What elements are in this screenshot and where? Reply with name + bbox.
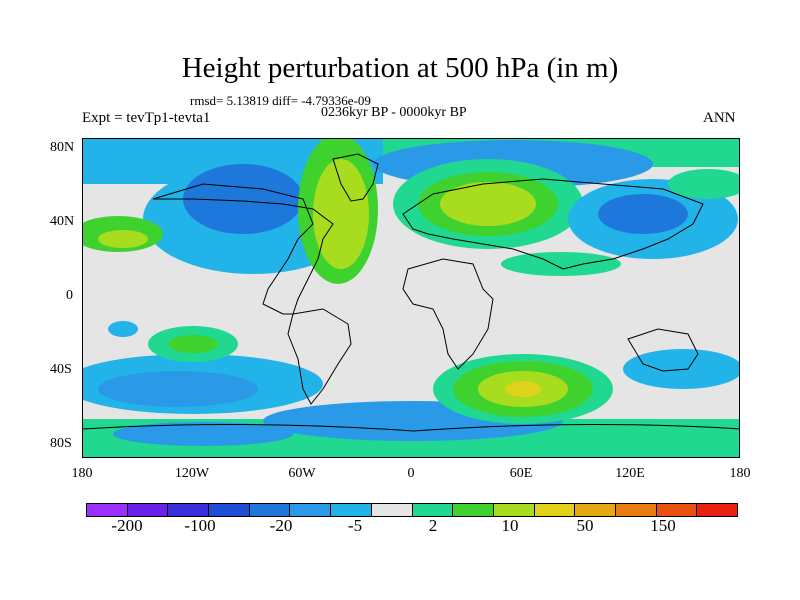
colorbar-swatch xyxy=(127,504,169,516)
lon-tick-label: 180 xyxy=(729,466,751,481)
chart-title: Height perturbation at 500 hPa (in m) xyxy=(181,52,619,84)
antarctica-outline xyxy=(83,423,739,432)
experiment-label: Expt = tevTp1-tevta1 xyxy=(82,110,211,126)
na-low-inner xyxy=(183,164,303,234)
lat-tick-label: 80N xyxy=(50,140,75,155)
colorbar-swatch xyxy=(534,504,576,516)
map-canvas xyxy=(83,139,739,457)
colorbar-swatch xyxy=(697,504,737,516)
colorbar-label: -5 xyxy=(347,516,363,535)
pacific-small-low xyxy=(108,321,138,337)
asia-low-core xyxy=(598,194,688,234)
colorbar xyxy=(86,503,738,517)
colorbar-swatch xyxy=(656,504,698,516)
lat-tick-label: 40N xyxy=(50,214,75,229)
colorbar-swatch xyxy=(168,504,210,516)
stats-text: rmsd= 5.13819 diff= -4.79336e-09 xyxy=(190,93,371,108)
period-label: 0236kyr BP - 0000kyr BP xyxy=(321,105,467,120)
colorbar-swatch xyxy=(453,504,494,516)
south-pacific-low-core xyxy=(98,371,258,407)
colorbar-swatch xyxy=(249,504,291,516)
north-america-outline xyxy=(152,183,334,315)
colorbar-swatch xyxy=(371,504,413,516)
colorbar-label: 50 xyxy=(576,516,594,535)
lat-tick-label: 0 xyxy=(66,288,73,303)
indian-ocean-high-peak xyxy=(505,381,541,397)
lon-tick-label: 120E xyxy=(615,466,645,481)
colorbar-swatch xyxy=(615,504,657,516)
colorbar-swatch xyxy=(331,504,372,516)
colorbar-label: 10 xyxy=(501,516,519,535)
australia-outline xyxy=(627,328,699,372)
bering-high xyxy=(668,169,739,199)
lon-tick-label: 60W xyxy=(288,466,316,481)
greenland-high-core xyxy=(313,159,369,269)
colorbar-label: -200 xyxy=(111,516,143,535)
greenland-outline xyxy=(332,153,379,202)
lon-tick-label: 60E xyxy=(509,466,533,481)
lon-tick-label: 120W xyxy=(174,466,210,481)
antarctic-anomaly-blue-west xyxy=(113,422,293,446)
colorbar-label: -100 xyxy=(184,516,216,535)
australia-low xyxy=(623,349,739,389)
colorbar-swatch xyxy=(412,504,454,516)
india-band xyxy=(501,252,621,276)
coastlines xyxy=(83,153,739,432)
eurasia-outline xyxy=(402,178,704,270)
colorbar-swatch xyxy=(493,504,535,516)
colorbar-label: -20 xyxy=(269,516,293,535)
map-panel xyxy=(82,138,740,458)
eurasia-high-core xyxy=(440,182,536,226)
south-america-outline xyxy=(287,308,352,405)
colorbar-label: 150 xyxy=(650,516,676,535)
season-label: ANN xyxy=(703,110,736,126)
pacific-high-core xyxy=(98,230,148,248)
lat-tick-label: 40S xyxy=(50,362,72,377)
colorbar-swatch xyxy=(87,504,128,516)
south-pacific-high-core xyxy=(168,335,218,353)
lat-tick-label: 80S xyxy=(50,436,72,451)
colorbar-swatch xyxy=(209,504,250,516)
lon-tick-label: 0 xyxy=(407,466,415,481)
colorbar-swatch xyxy=(575,504,616,516)
colorbar-swatch xyxy=(290,504,332,516)
colorbar-label: 2 xyxy=(428,516,438,535)
africa-outline xyxy=(402,258,494,370)
lon-tick-label: 180 xyxy=(71,466,93,481)
